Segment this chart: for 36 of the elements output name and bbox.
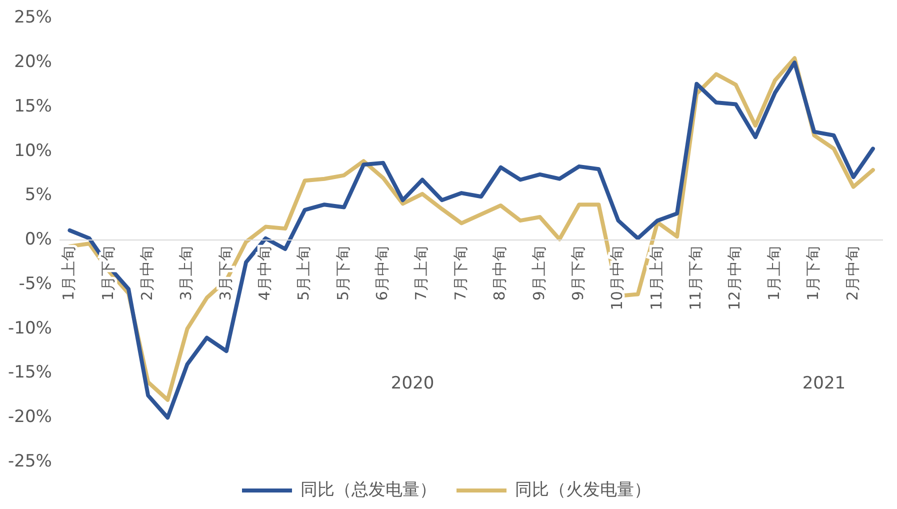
- x-tick-label: 9月下旬: [568, 246, 587, 301]
- y-tick-label: -15%: [8, 362, 52, 383]
- x-tick-label: 2月中旬: [843, 246, 862, 301]
- x-tick-label: 1月下旬: [804, 246, 822, 301]
- x-tick-label: 4月中旬: [256, 246, 274, 301]
- x-tick-label: 7月下旬: [451, 246, 470, 301]
- y-tick-label: 10%: [14, 140, 52, 161]
- x-tick-label: 1月上旬: [60, 246, 78, 301]
- y-tick-label: -20%: [8, 407, 52, 428]
- x-tick-label: 8月中旬: [490, 246, 509, 301]
- y-tick-label: 5%: [24, 185, 52, 206]
- y-tick-label: -25%: [8, 451, 52, 472]
- x-tick-label: 9月上旬: [530, 246, 548, 301]
- x-tick-label: 3月上旬: [177, 246, 196, 301]
- y-tick-label: -5%: [18, 274, 52, 294]
- legend-label: 同比（总发电量）: [300, 480, 436, 500]
- y-tick-label: 0%: [24, 230, 52, 250]
- y-tick-label: -10%: [8, 318, 52, 338]
- x-tick-label: 10月中旬: [608, 246, 626, 310]
- x-tick-label: 5月下旬: [334, 246, 352, 301]
- y-tick-label: 20%: [14, 52, 52, 72]
- x-tick-label: 11月上旬: [647, 246, 666, 310]
- legend-label: 同比（火发电量）: [515, 480, 651, 500]
- x-tick-label: 1月上旬: [764, 246, 783, 301]
- x-tick-label: 7月上旬: [412, 246, 430, 301]
- y-tick-label: 15%: [14, 96, 52, 116]
- x-tick-label: 3月下旬: [216, 246, 234, 301]
- x-tick-label: 5月上旬: [294, 246, 313, 301]
- x-tick-label: 6月中旬: [373, 246, 392, 301]
- annotation: 2020: [390, 374, 434, 394]
- y-tick-label: 25%: [14, 8, 52, 28]
- x-tick-label: 11月下旬: [686, 246, 705, 310]
- x-tick-label: 1月下旬: [98, 246, 117, 301]
- x-tick-label: 12月中旬: [726, 246, 744, 310]
- annotation: 2021: [802, 374, 846, 394]
- x-tick-label: 2月中旬: [138, 246, 156, 301]
